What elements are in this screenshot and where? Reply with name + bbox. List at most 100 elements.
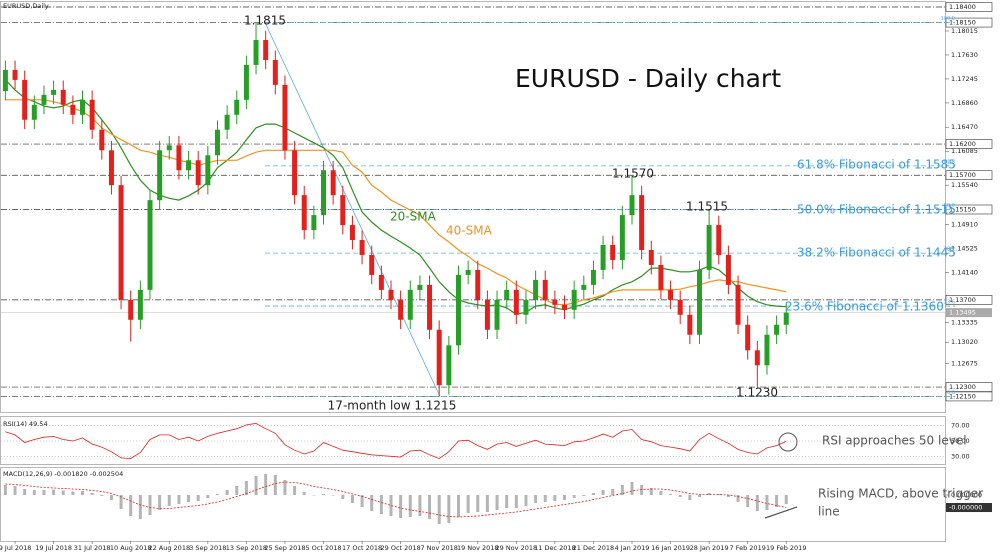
candle-body (214, 129, 220, 156)
macd-bar (746, 495, 750, 507)
macd-bar (129, 495, 133, 516)
macd-bar (514, 495, 518, 508)
candle-body (745, 324, 751, 351)
candle-body (533, 279, 539, 300)
candle-body (455, 274, 461, 346)
candle-body (321, 170, 327, 216)
macd-bar (158, 495, 162, 510)
candle-body (513, 289, 519, 315)
candle-body (99, 129, 105, 151)
candle-body (523, 299, 529, 315)
macd-bar (244, 481, 248, 495)
candle-body (80, 99, 86, 115)
y-tick-label: 1.15540 (951, 181, 978, 189)
macd-bar (215, 494, 219, 495)
macd-bar (196, 495, 200, 501)
candle-body (388, 289, 394, 300)
candle-body (658, 264, 664, 290)
macd-bar (678, 495, 682, 497)
candle-body (195, 160, 201, 186)
x-tick-label: 29 Oct 2018 (381, 544, 421, 552)
y-tick-label: 1.17630 (951, 51, 978, 59)
candle-body (764, 334, 770, 366)
y-tick-label: 1.16085 (951, 147, 978, 155)
annotation: line (818, 505, 840, 519)
candle-body (706, 225, 712, 270)
y-tick-label: 1.14140 (951, 268, 978, 276)
x-tick-label: 19 Feb 2019 (766, 544, 806, 552)
x-tick-label: 17 Oct 2018 (342, 544, 382, 552)
y-tick-label: 30.00 (951, 452, 970, 460)
macd-bar (350, 495, 354, 503)
candle-body (51, 89, 57, 95)
candle-body (677, 299, 683, 315)
macd-bar (495, 495, 499, 510)
level-label: 1.12150 (949, 392, 976, 400)
macd-bar (428, 495, 432, 519)
annotation: 17-month low 1.1215 (328, 399, 457, 413)
candle-body (668, 289, 674, 300)
candle-body (108, 150, 114, 186)
candle-body (243, 64, 249, 100)
x-tick-label: 11 Dec 2018 (534, 544, 576, 552)
x-tick-label: 16 Jan 2019 (651, 544, 690, 552)
candle-body (639, 195, 645, 250)
candle-body (349, 225, 355, 241)
macd-bar (254, 476, 258, 495)
x-tick-label: 22 Aug 2018 (148, 544, 190, 552)
candle-body (369, 254, 375, 275)
candle-body (147, 200, 153, 290)
x-tick-label: 3 Sep 2018 (189, 544, 226, 552)
candle-body (311, 215, 317, 231)
macd-bar (389, 495, 393, 516)
candle-body (774, 324, 780, 335)
macd-bar (659, 491, 663, 495)
candle-body (301, 195, 307, 231)
candle-body (725, 254, 731, 285)
macd-bar (119, 495, 123, 509)
macd-bar (418, 495, 422, 516)
candle-body (552, 299, 558, 305)
candle-body (648, 249, 654, 265)
macd-bar (669, 494, 673, 495)
macd-bar (167, 495, 171, 506)
macd-bar (52, 489, 56, 495)
y-tick-label: 50.00 (951, 437, 970, 445)
current-box (946, 503, 992, 513)
macd-bar (61, 490, 65, 495)
candle-body (465, 269, 471, 275)
level-box (945, 2, 993, 12)
candle-body (600, 245, 606, 270)
candle-body (31, 104, 37, 120)
candle-body (398, 299, 404, 320)
level-label: 1.15700 (949, 171, 976, 179)
fib-label: 0.0 (947, 390, 955, 396)
candle-body (427, 284, 433, 330)
candle-body (735, 284, 741, 325)
macd-bar (649, 488, 653, 495)
macd-bar (23, 489, 27, 495)
candle-body (754, 350, 760, 366)
level-box (945, 170, 993, 181)
x-tick-label: 28 Jan 2019 (690, 544, 729, 552)
candle-body (166, 145, 172, 151)
macd-bar (717, 494, 721, 495)
candle-body (224, 114, 230, 130)
candle-body (542, 279, 548, 300)
candle-body (475, 269, 481, 300)
fib-label: 100.0 (941, 16, 955, 22)
x-tick-label: 7 Feb 2019 (730, 544, 766, 552)
fib-note: 23.6% Fibonacci of 1.1360 (785, 300, 944, 314)
macd-bar (341, 495, 345, 499)
candle-body (253, 40, 259, 65)
candle-body (494, 299, 500, 330)
x-tick-label: 4 Jan 2019 (615, 544, 650, 552)
y-tick-label: 1.16860 (951, 99, 978, 107)
macd-bar (591, 493, 595, 495)
macd-panel (0, 467, 946, 542)
fib-label: 50.0 (944, 203, 955, 209)
fib-note: 38.2% Fibonacci of 1.1445 (797, 246, 956, 260)
macd-bar (206, 495, 210, 498)
x-tick-label: 10 Aug 2018 (110, 544, 152, 552)
